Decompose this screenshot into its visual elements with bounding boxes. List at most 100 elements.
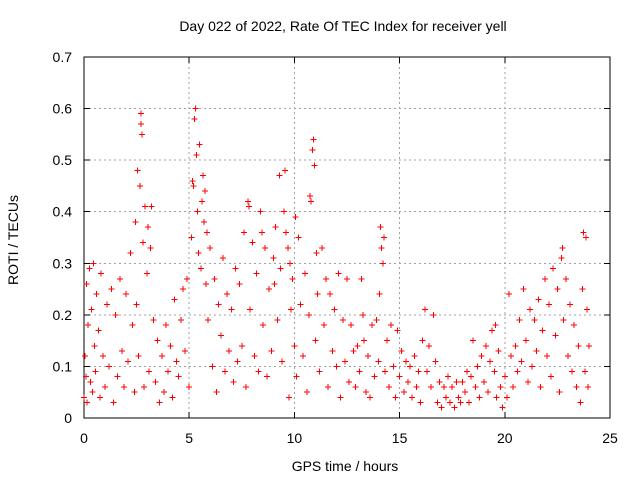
data-point [84, 399, 91, 406]
data-point [531, 317, 538, 324]
data-point [426, 342, 433, 349]
y-tick-label: 0.4 [53, 204, 73, 220]
data-point [451, 404, 458, 411]
data-point [266, 286, 273, 293]
data-point [548, 373, 555, 380]
data-point [133, 301, 140, 308]
data-point [217, 332, 224, 339]
data-point [311, 162, 318, 169]
x-axis-label: GPS time / hours [292, 458, 399, 474]
data-point [470, 337, 477, 344]
data-point [394, 327, 401, 334]
data-point [383, 337, 390, 344]
data-point [277, 265, 284, 272]
data-point [108, 286, 115, 293]
data-point [335, 270, 342, 277]
data-point [137, 110, 144, 117]
data-point [145, 224, 152, 231]
data-point [102, 384, 109, 391]
data-point [219, 255, 226, 262]
data-point [270, 255, 277, 262]
data-point [449, 384, 456, 391]
data-point [92, 368, 99, 375]
axes [83, 56, 611, 419]
data-point [165, 368, 172, 375]
scatter-points [81, 105, 592, 411]
data-point [510, 384, 517, 391]
data-point [440, 384, 447, 391]
data-point [356, 368, 363, 375]
data-point [191, 115, 198, 122]
series-0 [81, 105, 592, 411]
data-point [89, 389, 96, 396]
data-point [136, 182, 143, 189]
data-point [276, 172, 283, 179]
data-point [554, 286, 561, 293]
data-point [205, 317, 212, 324]
data-point [491, 368, 498, 375]
data-point [114, 373, 121, 380]
data-point [181, 347, 188, 354]
data-point [192, 105, 199, 112]
data-point [268, 347, 275, 354]
y-tick-label: 0.6 [53, 101, 73, 117]
data-point [93, 291, 100, 298]
data-point [533, 347, 540, 354]
data-point [339, 317, 346, 324]
data-point [529, 363, 536, 370]
data-point [560, 317, 567, 324]
data-point [282, 229, 289, 236]
x-tick-label: 5 [185, 430, 193, 446]
data-point [134, 167, 141, 174]
data-point [278, 358, 285, 365]
data-point [281, 167, 288, 174]
data-point [292, 213, 299, 220]
data-point [95, 327, 102, 334]
data-point [307, 193, 314, 200]
data-point [291, 342, 298, 349]
data-point [211, 275, 218, 282]
data-point [476, 394, 483, 401]
data-point [308, 198, 315, 205]
data-point [158, 353, 165, 360]
data-point [309, 146, 316, 153]
data-point [156, 399, 163, 406]
data-point [327, 291, 334, 298]
data-point [543, 353, 550, 360]
data-point [249, 239, 256, 246]
data-point [188, 234, 195, 241]
data-point [552, 332, 559, 339]
data-point [520, 286, 527, 293]
data-point [360, 337, 367, 344]
data-point [497, 384, 504, 391]
data-point [286, 394, 293, 401]
data-point [293, 373, 300, 380]
data-point [522, 337, 529, 344]
data-point [201, 188, 208, 195]
data-point [367, 394, 374, 401]
data-point [539, 327, 546, 334]
data-point [288, 306, 295, 313]
data-point [213, 389, 220, 396]
y-axis-label: ROTI / TECUs [5, 195, 21, 285]
data-point [459, 378, 466, 385]
data-point [190, 182, 197, 189]
data-point [381, 368, 388, 375]
data-point [423, 368, 430, 375]
data-point [316, 368, 323, 375]
data-point [148, 203, 155, 210]
data-point [535, 296, 542, 303]
data-point [236, 280, 243, 287]
data-point [365, 353, 372, 360]
data-point [173, 358, 180, 365]
data-point [493, 394, 500, 401]
data-point [163, 322, 170, 329]
data-point [463, 368, 470, 375]
data-point [337, 394, 344, 401]
data-point [228, 306, 235, 313]
data-point [508, 353, 515, 360]
data-point [358, 275, 365, 282]
data-point [468, 373, 475, 380]
data-point [371, 373, 378, 380]
data-point [512, 342, 519, 349]
